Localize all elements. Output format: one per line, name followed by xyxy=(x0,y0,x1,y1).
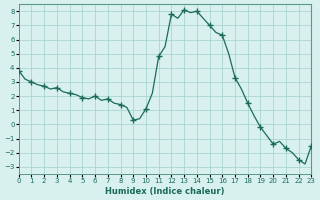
X-axis label: Humidex (Indice chaleur): Humidex (Indice chaleur) xyxy=(105,187,225,196)
